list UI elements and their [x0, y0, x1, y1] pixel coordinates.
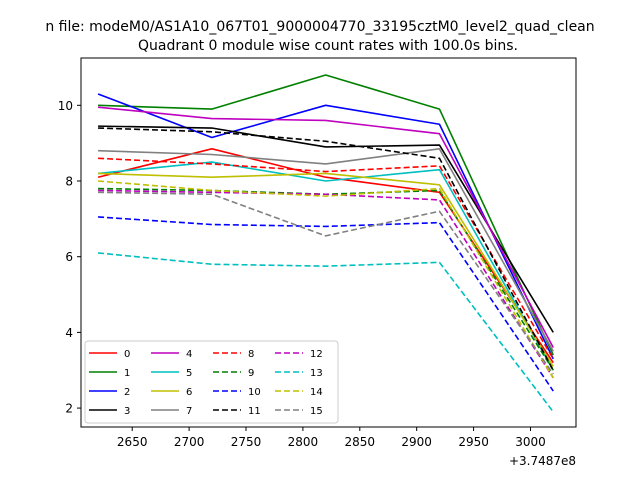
series-layer [97, 74, 554, 413]
legend-box [84, 340, 339, 424]
legend-label-1: 1 [124, 368, 130, 379]
legend-label-12: 12 [310, 349, 323, 360]
series-line-15 [98, 191, 554, 375]
series-line-3 [98, 125, 554, 333]
legend-label-11: 11 [248, 406, 261, 417]
series-line-13 [97, 252, 554, 413]
plot-frame [80, 57, 577, 428]
x-offset-label: +3.7487e8 [509, 454, 576, 468]
x-tick-label: 2900 [401, 435, 432, 449]
legend-label-2: 2 [124, 387, 130, 398]
series-line-5 [97, 161, 554, 371]
legend-label-14: 14 [310, 387, 323, 398]
y-tick-label: 8 [65, 175, 73, 189]
series-line-2 [97, 93, 554, 360]
chart-title: Quadrant 0 module wise count rates with … [138, 38, 518, 54]
series-line-12 [98, 189, 554, 379]
x-tick-label: 2700 [174, 435, 205, 449]
legend-label-0: 0 [124, 349, 130, 360]
y-axis: 2 4 6 8 10 [58, 99, 81, 416]
series-line-7 [98, 148, 554, 352]
y-tick-label: 6 [65, 250, 73, 264]
series-line-11 [98, 127, 554, 371]
x-tick-label: 2750 [231, 435, 262, 449]
legend-label-9: 9 [248, 368, 254, 379]
x-tick-label: 2850 [345, 435, 376, 449]
x-tick-label: 3000 [515, 435, 546, 449]
legend-label-6: 6 [186, 387, 192, 398]
series-line-10 [98, 216, 554, 392]
series-line-6 [98, 172, 554, 367]
legend-label-13: 13 [310, 368, 323, 379]
y-tick-label: 10 [58, 99, 73, 113]
legend-label-5: 5 [186, 368, 192, 379]
series-line-4 [97, 106, 554, 348]
legend-label-3: 3 [124, 406, 130, 417]
y-tick-label: 2 [65, 402, 73, 416]
y-tick-label: 4 [65, 326, 73, 340]
legend-label-10: 10 [248, 387, 261, 398]
legend-label-8: 8 [248, 349, 254, 360]
x-tick-label: 2800 [288, 435, 319, 449]
series-line-14 [98, 180, 554, 379]
x-axis: 2650 2700 2750 2800 2850 2900 2950 3000 [117, 427, 546, 449]
figure-suptitle: n file: modeM0/AS1A10_067T01_9000004770_… [45, 19, 594, 35]
legend-label-15: 15 [310, 406, 323, 417]
x-tick-label: 2650 [117, 435, 148, 449]
series-line-1 [98, 74, 554, 356]
x-tick-label: 2950 [458, 435, 489, 449]
series-line-0 [97, 148, 554, 364]
legend-label-7: 7 [186, 406, 192, 417]
legend-label-4: 4 [186, 349, 192, 360]
